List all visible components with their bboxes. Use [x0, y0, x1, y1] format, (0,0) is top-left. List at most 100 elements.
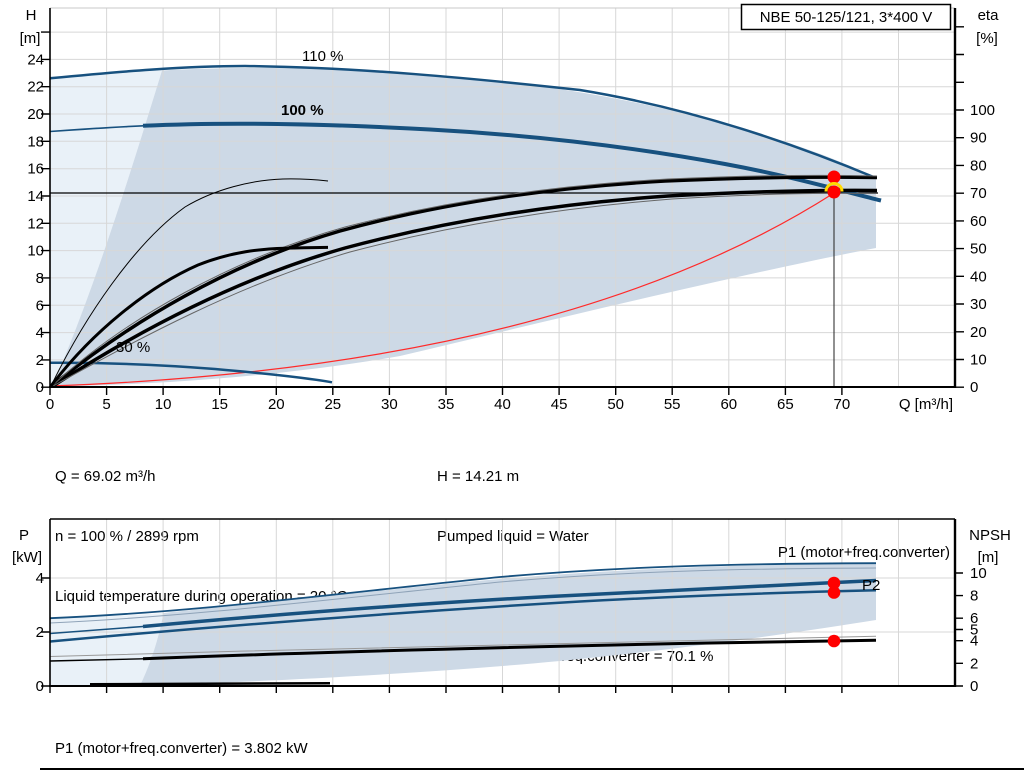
h-axis-title: H	[26, 7, 37, 24]
npsh-tick-labels: 10 8 6 5 4 2 0	[970, 565, 987, 695]
p1-duty-dot	[827, 576, 841, 590]
power-band-region	[140, 563, 876, 686]
npsh-duty-dot	[827, 634, 841, 648]
npsh-axis-unit: [m]	[978, 549, 999, 566]
p-tick-label: 4	[36, 570, 44, 587]
grid-horizontal-bottom	[50, 577, 955, 633]
q-tick-label: 35	[438, 396, 455, 413]
info-line-q: Q = 69.02 m³/h	[55, 468, 156, 485]
h-tick-label: 4	[36, 325, 44, 342]
power-q-axis-ticks	[49, 686, 843, 693]
q-tick-label: 60	[720, 396, 737, 413]
npsh-axis-ticks	[955, 572, 963, 687]
eta-tick-label: 100	[970, 102, 995, 119]
eta-axis-title: eta	[978, 7, 1000, 24]
q-tick-label: 50	[607, 396, 624, 413]
pump-type-box	[740, 3, 952, 31]
eta-reduced-speed-mid-curve	[49, 245, 329, 387]
q-tick-label: 45	[551, 396, 568, 413]
h-tick-label: 8	[36, 270, 44, 287]
eta-tick-label: 40	[970, 268, 987, 285]
p-tick-labels: 4 2 0	[36, 570, 44, 695]
envelope-pale-region	[50, 70, 162, 387]
label-p1: P1 (motor+freq.converter)	[778, 544, 950, 561]
eta-tolerance-thin-upper	[51, 174, 878, 387]
qh-chart: H [m] eta [%] Q [m³/h] 24 22 20 18 16 14…	[20, 3, 1000, 413]
curve-100-percent-lead	[49, 125, 144, 133]
info-line-temperature: Liquid temperature during operation = 20…	[55, 588, 348, 605]
envelope-band-region	[52, 68, 876, 387]
p-30-percent-curve	[89, 681, 331, 686]
q-tick-label: 40	[494, 396, 511, 413]
h-tick-label: 18	[27, 133, 44, 150]
p-tick-label: 0	[36, 678, 44, 695]
eta-tolerance-thin-lower	[52, 192, 878, 387]
eta-axis-unit: [%]	[976, 30, 998, 47]
label-p2: P2	[862, 577, 880, 594]
q-tick-label: 0	[46, 396, 54, 413]
eta-reduced-speed-thin-curve	[50, 178, 329, 387]
q-tick-label: 65	[777, 396, 794, 413]
h-tick-labels: 24 22 20 18 16 14 12 10 8 6 4 2 0	[27, 51, 44, 396]
q-axis-title: Q [m³/h]	[899, 396, 953, 413]
q-tick-label: 25	[324, 396, 341, 413]
footer-divider	[40, 768, 1024, 770]
eta-tick-label: 0	[970, 379, 978, 396]
npsh-tick-label: 6	[970, 610, 978, 627]
eta-tick-label: 30	[970, 296, 987, 313]
h-tick-label: 10	[27, 243, 44, 260]
system-curve	[49, 192, 835, 387]
eta-tick-labels: 100 90 80 70 60 50 40 30 20 10 0	[970, 102, 995, 396]
p1-curve-lead	[49, 625, 144, 635]
eta-tick-label: 10	[970, 352, 987, 369]
duty-point-highlight-arc	[824, 182, 844, 192]
q-tick-label: 30	[381, 396, 398, 413]
p2-duty-dot	[827, 586, 841, 599]
h-tick-label: 16	[27, 161, 44, 178]
power-info: P1 (motor+freq.converter) = 3.802 kW P2 …	[55, 699, 308, 781]
eta-tick-label: 20	[970, 324, 987, 341]
q-tick-label: 15	[211, 396, 228, 413]
q-tick-label: 20	[268, 396, 285, 413]
h-axis-unit: [m]	[20, 30, 41, 47]
h-tick-label: 0	[36, 379, 44, 396]
h-tick-label: 12	[27, 215, 44, 232]
eta-pump-curve	[50, 175, 878, 388]
info-line-speed: n = 100 % / 2899 rpm	[55, 528, 199, 545]
eta-tick-label: 70	[970, 185, 987, 202]
eta-pump-duty-dot	[827, 170, 841, 184]
eta-total-curve	[52, 188, 878, 388]
npsh-curve	[142, 638, 877, 661]
power-npsh-chart: P [kW] NPSH [m] 4 2 0 10 8 6 5 4 2 0 P1 …	[12, 518, 1011, 695]
npsh-tick-label: 10	[970, 565, 987, 582]
info-line-head: H = 14.21 m	[437, 468, 520, 485]
label-30-percent: 30 %	[116, 339, 150, 356]
duty-point-dot	[827, 185, 841, 199]
q-tick-label: 55	[664, 396, 681, 413]
h-tick-label: 20	[27, 106, 44, 123]
p1-110-band-top-line	[49, 562, 877, 620]
h-tick-label: 6	[36, 297, 44, 314]
band-top-companion-line	[49, 567, 877, 624]
p-axis-title: P	[19, 527, 29, 544]
p2-curve	[49, 589, 877, 643]
p-tick-label: 2	[36, 624, 44, 641]
h-tick-label: 22	[27, 79, 44, 96]
h-tick-label: 14	[27, 188, 44, 205]
curve-110-percent	[49, 64, 877, 180]
q-tick-labels: 0 5 10 15 20 25 30 35 40 45 50 55 60 65 …	[46, 396, 850, 413]
eta-tick-label: 60	[970, 213, 987, 230]
q-tick-label: 10	[155, 396, 172, 413]
curve-30-percent	[49, 361, 333, 384]
p-axis-ticks	[41, 577, 50, 687]
eta-axis-ticks	[955, 26, 964, 388]
label-100-percent: 100 %	[281, 102, 324, 119]
h-tick-label: 2	[36, 352, 44, 369]
eta-tick-label: 80	[970, 157, 987, 174]
label-110-percent: 110 %	[302, 48, 343, 65]
p-axis-unit: [kW]	[12, 549, 42, 566]
npsh-tick-label: 8	[970, 588, 978, 605]
q-axis-ticks	[49, 387, 843, 395]
q-tick-label: 70	[834, 396, 851, 413]
